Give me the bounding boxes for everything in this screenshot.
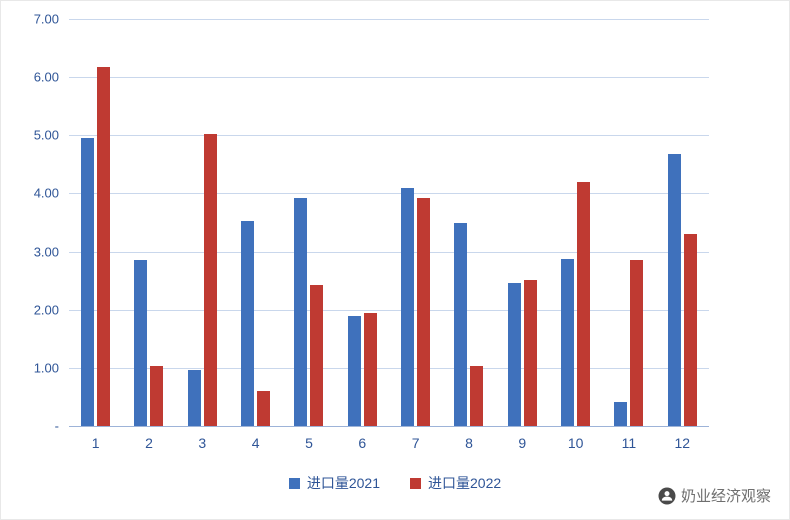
bar-imports-2022-month-2	[150, 366, 164, 426]
bar-imports-2022-month-12	[683, 234, 697, 426]
bar-imports-2022-month-7	[417, 197, 431, 426]
legend-label-imports-2022: 进口量2022	[428, 475, 502, 491]
bar-imports-2021-month-7	[401, 187, 415, 426]
bar-group-month-2	[122, 19, 175, 426]
y-axis-tick-label: 2.00	[33, 302, 59, 318]
bar-imports-2021-month-1	[81, 138, 95, 426]
y-axis-tick-label: 3.00	[33, 244, 59, 260]
watermark: 奶业经济观察	[658, 485, 771, 506]
x-axis-label-7: 7	[411, 435, 420, 451]
x-axis-line: -	[55, 420, 709, 433]
y-axis-tick-label: 1.00	[33, 360, 59, 376]
gridline: 7.00	[34, 13, 709, 26]
bar-group-month-12	[656, 19, 709, 426]
bar-imports-2021-month-11	[614, 401, 628, 426]
legend-swatch-imports-2021	[288, 477, 300, 489]
x-axis-label-6: 6	[358, 435, 367, 451]
x-axis-label-11: 11	[621, 435, 637, 451]
legend-swatch-imports-2022	[410, 477, 421, 489]
x-axis-label-5: 5	[305, 435, 313, 451]
legend-item-imports-2021: 进口量2021	[288, 473, 380, 493]
bar-imports-2021-month-4	[241, 220, 255, 426]
gridline: 5.00	[34, 129, 709, 142]
bar-imports-2021-month-10	[561, 258, 575, 426]
y-axis-tick-label: 4.00	[33, 185, 59, 201]
legend: 进口量2021 进口量2022	[1, 473, 789, 493]
bar-group-month-6	[336, 19, 389, 426]
bar-imports-2022-month-3	[203, 134, 217, 426]
x-axis-label-1: 1	[91, 435, 100, 451]
x-axis-label-9: 9	[518, 435, 527, 451]
bar-imports-2022-month-4	[257, 391, 271, 426]
bar-imports-2022-month-10	[577, 181, 591, 426]
x-axis-label-12: 12	[674, 435, 691, 451]
bar-group-month-1	[69, 19, 122, 426]
bar-imports-2021-month-2	[134, 260, 148, 426]
x-axis: 1 2 3 4 5 6 7 8 9 10 11 12	[69, 435, 709, 451]
bar-imports-2022-month-6	[363, 312, 377, 426]
bar-groups	[69, 19, 709, 426]
x-axis-label-2: 2	[145, 435, 153, 451]
gridline: 4.00	[34, 187, 709, 200]
bar-imports-2022-month-11	[630, 260, 644, 426]
bar-group-month-7	[389, 19, 442, 426]
bar-group-month-10	[549, 19, 602, 426]
y-axis-tick-label: 7.00	[33, 11, 59, 27]
x-axis-label-8: 8	[465, 435, 473, 451]
bar-group-month-4	[229, 19, 282, 426]
bar-imports-2021-month-12	[667, 153, 681, 426]
y-axis-tick-label: -	[54, 418, 59, 434]
x-axis-label-10: 10	[567, 435, 584, 451]
watermark-logo-icon	[658, 487, 676, 505]
bar-group-month-9	[496, 19, 549, 426]
y-axis-tick-label: 6.00	[33, 69, 59, 85]
bar-group-month-8	[442, 19, 495, 426]
gridline: 6.00	[34, 71, 709, 84]
gridline: 2.00	[34, 303, 709, 316]
y-axis-tick-label: 5.00	[33, 127, 59, 143]
x-axis-label-3: 3	[198, 435, 207, 451]
bar-group-month-5	[282, 19, 335, 426]
bar-group-month-11	[602, 19, 655, 426]
bar-imports-2022-month-5	[310, 284, 324, 426]
bar-imports-2022-month-9	[523, 280, 537, 426]
bar-imports-2022-month-1	[97, 67, 111, 426]
legend-label-imports-2021: 进口量2021	[306, 475, 380, 491]
bar-imports-2021-month-6	[347, 315, 361, 426]
legend-item-imports-2022: 进口量2022	[410, 473, 501, 493]
watermark-text: 奶业经济观察	[680, 488, 771, 505]
bar-imports-2021-month-8	[454, 222, 468, 426]
x-axis-label-4: 4	[251, 435, 260, 451]
gridline: 1.00	[34, 361, 709, 374]
plot-area: 7.00 6.00 5.00 4.00 3.00 2.00 1.00 -	[34, 13, 709, 433]
bar-imports-2021-month-9	[507, 282, 521, 426]
bar-imports-2021-month-5	[294, 198, 308, 426]
bar-imports-2022-month-8	[470, 366, 484, 426]
bar-imports-2021-month-3	[187, 369, 201, 426]
gridline: 3.00	[34, 245, 709, 258]
bar-group-month-3	[176, 19, 229, 426]
